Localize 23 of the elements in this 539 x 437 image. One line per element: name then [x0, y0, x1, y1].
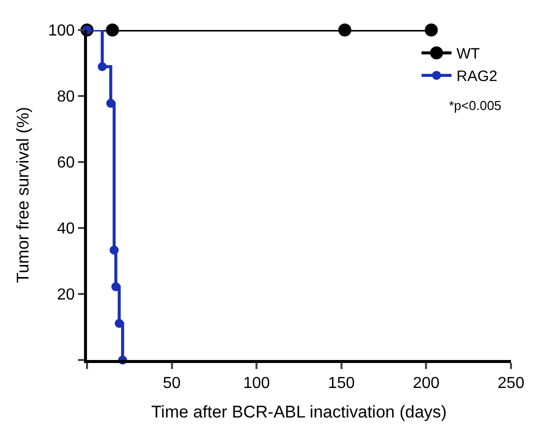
x-tick-label: 150 — [328, 375, 355, 392]
annotation: *p<0.005 — [449, 98, 502, 113]
y-tick-label: 40 — [57, 220, 75, 238]
x-tick-label: 50 — [162, 375, 181, 392]
y-tick-label: 80 — [57, 88, 75, 106]
point — [106, 24, 119, 36]
x-tick-label: 200 — [412, 375, 440, 392]
point — [338, 24, 352, 36]
y-tick-label: 60 — [57, 154, 75, 172]
y-axis-title: Tumor free survival (%) — [14, 106, 33, 284]
point — [98, 62, 107, 72]
y-tick-label: 100 — [48, 22, 75, 40]
point — [114, 318, 124, 328]
legend-label: RAG2 — [456, 68, 498, 86]
x-axis-title: Time after BCR-ABL inactivation (days) — [151, 402, 447, 422]
point — [111, 282, 120, 292]
x-tick-label: 100 — [243, 375, 270, 392]
y-tick-label: 20 — [57, 286, 75, 304]
point — [106, 98, 116, 108]
point — [424, 24, 438, 36]
legend-label: WT — [456, 46, 480, 63]
point — [110, 246, 119, 255]
x-tick-label: 250 — [498, 375, 524, 392]
